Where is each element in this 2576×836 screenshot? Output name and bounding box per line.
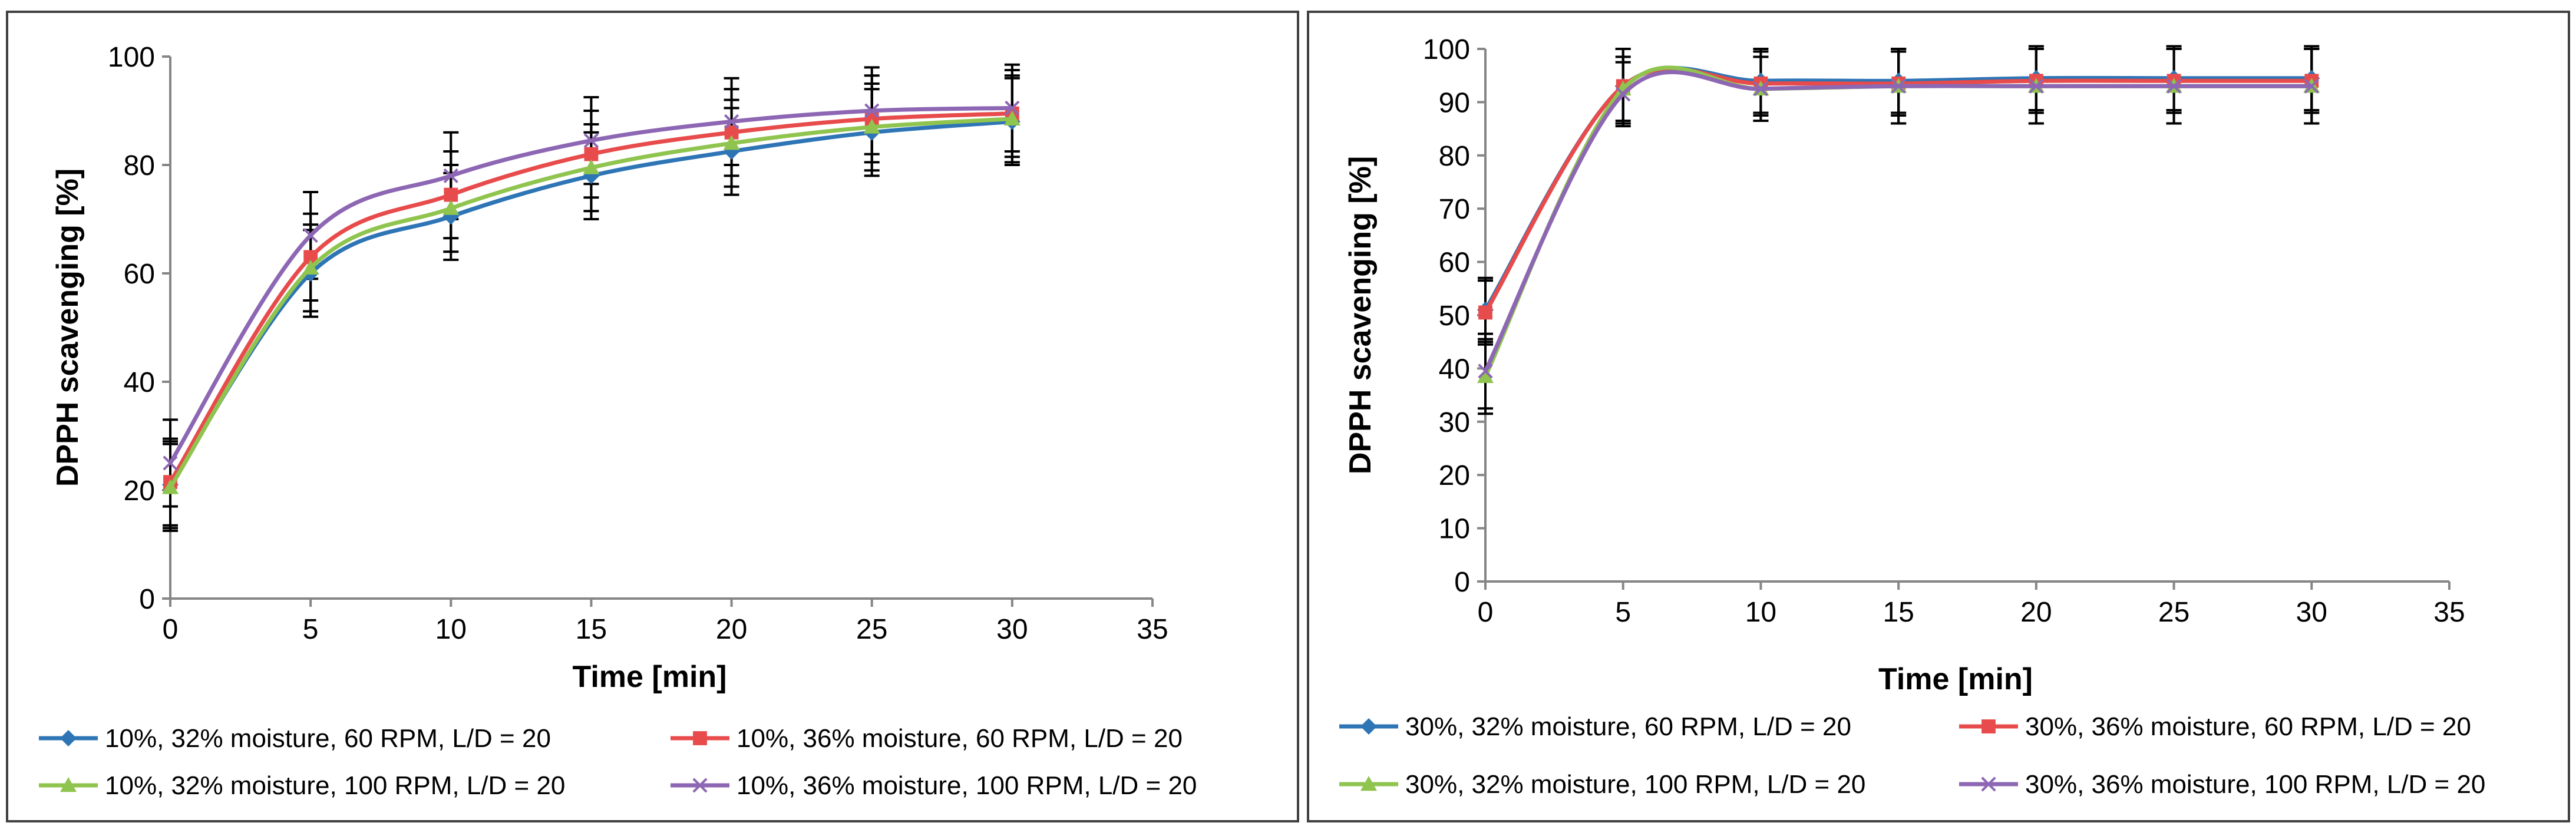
right-chart-y-tick-label: 40 xyxy=(1439,353,1470,385)
right-chart-legend-marker xyxy=(1360,718,1377,735)
right-chart-y-tick-label: 60 xyxy=(1439,247,1470,279)
right-chart-legend-label: 30%, 32% moisture, 100 RPM, L/D = 20 xyxy=(1405,770,1865,799)
left-chart-legend-marker xyxy=(693,731,707,745)
left-chart-data-point xyxy=(723,135,740,150)
right-chart-data-point xyxy=(1478,305,1492,320)
right-chart-y-tick-label: 30 xyxy=(1439,407,1470,438)
right-chart-legend-item-2: 30%, 36% moisture, 60 RPM, L/D = 20 xyxy=(1959,712,2471,741)
right-chart-data-point xyxy=(1753,81,1769,97)
right-chart-series-markers-4 xyxy=(1478,78,2319,379)
right-chart-y-tick-label: 0 xyxy=(1454,567,1470,598)
left-chart-x-tick-label: 15 xyxy=(576,614,607,645)
left-chart-data-point xyxy=(583,133,599,148)
left-chart-y-tick-label: 80 xyxy=(124,150,155,181)
left-chart-x-tick-label: 35 xyxy=(1137,614,1168,645)
left-chart-data-point xyxy=(724,125,739,140)
left-chart-x-tick-label: 25 xyxy=(856,614,887,645)
left-chart-legend-label: 10%, 32% moisture, 100 RPM, L/D = 20 xyxy=(105,771,565,800)
right-chart-data-point xyxy=(1616,87,1631,102)
left-chart-x-tick-label: 10 xyxy=(435,614,467,645)
right-chart-x-tick-label: 35 xyxy=(2433,597,2465,628)
right-chart-y-tick-label: 20 xyxy=(1439,460,1470,491)
right-chart-series-line-4 xyxy=(1483,70,2312,372)
left-chart-data-point xyxy=(724,114,739,130)
right-chart-data-point xyxy=(1477,368,1494,384)
left-chart-series-markers-3 xyxy=(162,110,1021,494)
left-chart-data-point xyxy=(584,147,599,161)
right-chart-legend-item-4: 30%, 36% moisture, 100 RPM, L/D = 20 xyxy=(1959,770,2485,799)
left-chart-legend-marker xyxy=(692,778,708,793)
left-chart-data-point xyxy=(444,187,458,202)
left-chart-x-tick-label: 0 xyxy=(163,614,179,645)
right-chart-x-tick-label: 15 xyxy=(1883,597,1914,628)
left-chart-x-tick-label: 30 xyxy=(996,614,1028,645)
left-chart-legend-label: 10%, 32% moisture, 60 RPM, L/D = 20 xyxy=(105,724,551,753)
left-chart-data-point xyxy=(864,103,880,118)
left-chart-legend-label: 10%, 36% moisture, 60 RPM, L/D = 20 xyxy=(737,724,1183,753)
chart-panel-right: 0 10 20 30 40 50 60 70 80 90 100 0 5 10 15 20 25 30 35 Time… xyxy=(1307,11,2570,822)
right-chart-legend-label: 30%, 32% moisture, 60 RPM, L/D = 20 xyxy=(1405,712,1851,741)
right-chart-data-point xyxy=(1478,364,1493,379)
left-chart-y-tick-label: 60 xyxy=(124,259,155,290)
left-chart-series-markers-4 xyxy=(163,100,1020,471)
left-chart-x-tick-label: 5 xyxy=(303,614,319,645)
right-chart-y-axis-title: DPPH scavenging [%] xyxy=(1343,156,1378,474)
right-chart-y-tick-label: 90 xyxy=(1439,87,1470,118)
left-chart-data-point xyxy=(1005,100,1020,116)
right-chart-x-tick-label: 0 xyxy=(1478,597,1494,628)
left-chart-legend-label: 10%, 36% moisture, 100 RPM, L/D = 20 xyxy=(737,771,1197,800)
right-chart-legend-item-3: 30%, 32% moisture, 100 RPM, L/D = 20 xyxy=(1339,770,1865,799)
right-chart-legend-marker xyxy=(1981,719,1996,733)
right-chart-x-tick-label: 30 xyxy=(2296,597,2327,628)
right-chart-data-point xyxy=(2166,78,2182,94)
right-chart-data-point xyxy=(2304,78,2319,94)
right-chart-x-tick-label: 5 xyxy=(1615,597,1631,628)
right-chart-x-axis-title: Time [min] xyxy=(1878,662,2033,696)
right-chart-x-tick-label: 10 xyxy=(1745,597,1776,628)
left-chart-y-tick-label: 40 xyxy=(124,367,155,398)
left-chart-data-point xyxy=(303,250,318,265)
right-chart-errorbars-series-4 xyxy=(1478,48,2320,410)
left-chart-data-point xyxy=(443,168,458,184)
right-chart-data-point xyxy=(2029,78,2044,94)
left-chart-legend-item-4: 10%, 36% moisture, 100 RPM, L/D = 20 xyxy=(671,771,1197,800)
left-chart-y-tick-label: 100 xyxy=(108,42,155,73)
left-chart-legend-marker xyxy=(60,730,77,746)
left-chart-x-tick-label: 20 xyxy=(716,614,747,645)
left-chart-data-point xyxy=(1003,110,1021,125)
left-chart-y-tick-label: 20 xyxy=(124,475,155,507)
right-chart-x-tick-label: 20 xyxy=(2020,597,2052,628)
right-chart-y-tick-label: 70 xyxy=(1439,194,1470,225)
right-chart-y-tick-label: 100 xyxy=(1423,34,1470,65)
right-chart-data-point xyxy=(1891,78,1906,94)
left-chart-data-point xyxy=(163,455,178,471)
left-chart-y-axis-title: DPPH scavenging [%] xyxy=(51,168,85,487)
left-chart-y-tick-label: 0 xyxy=(139,584,155,615)
left-chart-legend-marker xyxy=(60,777,77,792)
left-chart-x-axis-title: Time [min] xyxy=(573,660,727,694)
chart-left-svg: 0 20 40 60 80 100 0 5 10 15 20 25 30 35 Time [min] DPPH… xyxy=(39,42,1197,800)
right-chart-y-tick-label: 10 xyxy=(1439,514,1470,545)
right-chart-legend-label: 30%, 36% moisture, 60 RPM, L/D = 20 xyxy=(2025,712,2471,741)
right-chart-y-tick-label: 80 xyxy=(1439,141,1470,172)
left-chart-legend-item-3: 10%, 32% moisture, 100 RPM, L/D = 20 xyxy=(39,771,565,800)
left-chart-data-point xyxy=(863,118,880,134)
right-chart-legend-label: 30%, 36% moisture, 100 RPM, L/D = 20 xyxy=(2025,770,2485,799)
left-chart-data-point xyxy=(302,259,319,275)
left-chart-data-point xyxy=(162,479,179,494)
chart-panel-left: 0 20 40 60 80 100 0 5 10 15 20 25 30 35 Time [min] DPPH… xyxy=(6,11,1299,822)
left-chart-data-point xyxy=(442,200,460,215)
right-chart-y-tick-label: 50 xyxy=(1439,300,1470,332)
right-chart-legend-marker xyxy=(1981,776,1996,792)
left-chart-data-point xyxy=(583,159,600,174)
right-chart-legend-item-1: 30%, 32% moisture, 60 RPM, L/D = 20 xyxy=(1339,712,1851,741)
left-chart-legend-item-1: 10%, 32% moisture, 60 RPM, L/D = 20 xyxy=(39,724,551,753)
right-chart-legend-marker xyxy=(1360,776,1377,791)
right-chart-x-tick-label: 25 xyxy=(2158,597,2189,628)
left-chart-data-point xyxy=(303,227,318,243)
chart-right-svg: 0 10 20 30 40 50 60 70 80 90 100 0 5 10 15 20 25 30 35 Time… xyxy=(1339,34,2485,799)
left-chart-legend-item-2: 10%, 36% moisture, 60 RPM, L/D = 20 xyxy=(671,724,1183,753)
